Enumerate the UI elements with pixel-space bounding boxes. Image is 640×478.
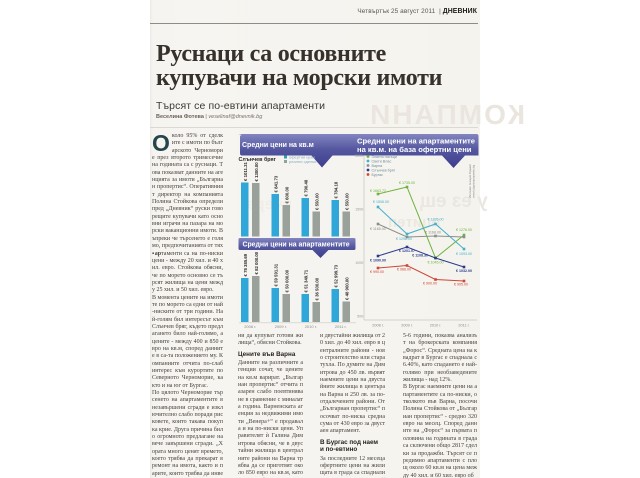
svg-text:500: 500 [357, 315, 363, 319]
svg-text:Златни пясъци: Златни пясъци [372, 155, 397, 159]
svg-text:офертни цени: офертни цени [289, 155, 315, 160]
svg-text:€ 790.48: € 790.48 [303, 179, 308, 196]
svg-text:реални сделки: реални сделки [289, 159, 316, 164]
svg-text:€ 550.00: € 550.00 [344, 193, 349, 210]
svg-text:2011 г.: 2011 г. [458, 324, 469, 328]
svg-text:€ 52 999.73: € 52 999.73 [333, 264, 338, 287]
svg-text:€ 1300.00: € 1300.00 [254, 162, 259, 182]
svg-text:€ 966.00: € 966.00 [397, 268, 411, 272]
svg-text:€ 1395.00: € 1395.00 [428, 218, 444, 222]
svg-text:€ 1298.00: € 1298.00 [396, 237, 412, 241]
svg-text:2000: 2000 [355, 154, 363, 158]
svg-text:Бургас: Бургас [372, 173, 384, 177]
svg-text:€ 550.00: € 550.00 [314, 193, 319, 210]
svg-text:Средни цени на апартаментите: Средни цени на апартаментите [357, 137, 475, 146]
svg-text:€ 50 000.00: € 50 000.00 [284, 269, 289, 292]
svg-text:€ 784.18: € 784.18 [333, 181, 338, 198]
svg-text:2009 г.: 2009 г. [275, 324, 287, 329]
svg-text:€ 1093.00: € 1093.00 [456, 252, 472, 256]
svg-text:€ 36 500.00: € 36 500.00 [314, 277, 319, 300]
svg-text:1500: 1500 [355, 208, 363, 212]
svg-text:€ 48 900.00: € 48 900.00 [344, 277, 349, 300]
svg-text:2010 г.: 2010 г. [430, 324, 442, 328]
svg-text:Варна: Варна [372, 164, 384, 168]
svg-text:€ 1165.00: € 1165.00 [370, 227, 386, 231]
svg-text:€ 1108.30: € 1108.30 [412, 254, 428, 258]
svg-text:€ 59 591.31: € 59 591.31 [273, 263, 278, 286]
svg-text:€ 1168.00: € 1168.00 [425, 231, 441, 235]
svg-text:€ 990.00: € 990.00 [370, 270, 384, 274]
svg-text:2008 г.: 2008 г. [372, 324, 384, 328]
svg-text:€ 78 385.69: € 78 385.69 [243, 253, 248, 276]
svg-text:Източник: Агенция Родакис: Източник: Агенция Родакис [468, 163, 472, 198]
svg-text:Свети Влас: Свети Влас [372, 159, 392, 163]
svg-text:1000: 1000 [355, 261, 363, 265]
svg-text:€ 1663.72: € 1663.72 [370, 189, 386, 193]
svg-text:€ 600.00: € 600.00 [284, 186, 289, 203]
svg-text:Слънчев бряг: Слънчев бряг [372, 168, 396, 172]
svg-text:Слънчев бряг: Слънчев бряг [239, 156, 277, 163]
svg-text:€ 1011.31: € 1011.31 [243, 162, 248, 181]
svg-text:€ 51 349.71: € 51 349.71 [303, 269, 308, 292]
svg-text:€ 1735.00: € 1735.00 [399, 181, 415, 185]
svg-text:на кв.м. на база офертни цени: на кв.м. на база офертни цени [357, 145, 472, 154]
svg-text:2008 г.: 2008 г. [244, 324, 256, 329]
svg-text:2011 г.: 2011 г. [335, 324, 347, 329]
svg-text:€ 82 000.00: € 82 000.00 [254, 251, 259, 274]
svg-text:€ 900.00: € 900.00 [423, 282, 437, 286]
svg-text:€ 1090.00: € 1090.00 [370, 259, 386, 263]
svg-text:€ 841.73: € 841.73 [273, 175, 278, 192]
svg-text:2010 г.: 2010 г. [305, 324, 317, 329]
svg-text:Средни цени на кв.м: Средни цени на кв.м [242, 142, 314, 149]
svg-text:€ 1506.00: € 1506.00 [373, 200, 389, 204]
svg-text:€ 1032.00: € 1032.00 [456, 269, 472, 273]
svg-text:2009 г.: 2009 г. [401, 324, 413, 328]
svg-text:€ 905.00: € 905.00 [454, 283, 468, 287]
svg-text:€ 1201.07: € 1201.07 [399, 249, 415, 253]
svg-text:€ 1045.00: € 1045.00 [428, 261, 444, 265]
svg-text:€ 1276.00: € 1276.00 [456, 228, 472, 232]
svg-text:www.bulgarianproperties.bg: www.bulgarianproperties.bg [472, 164, 476, 198]
svg-text:Средни цени на апартаментите: Средни цени на апартаментите [243, 242, 350, 249]
